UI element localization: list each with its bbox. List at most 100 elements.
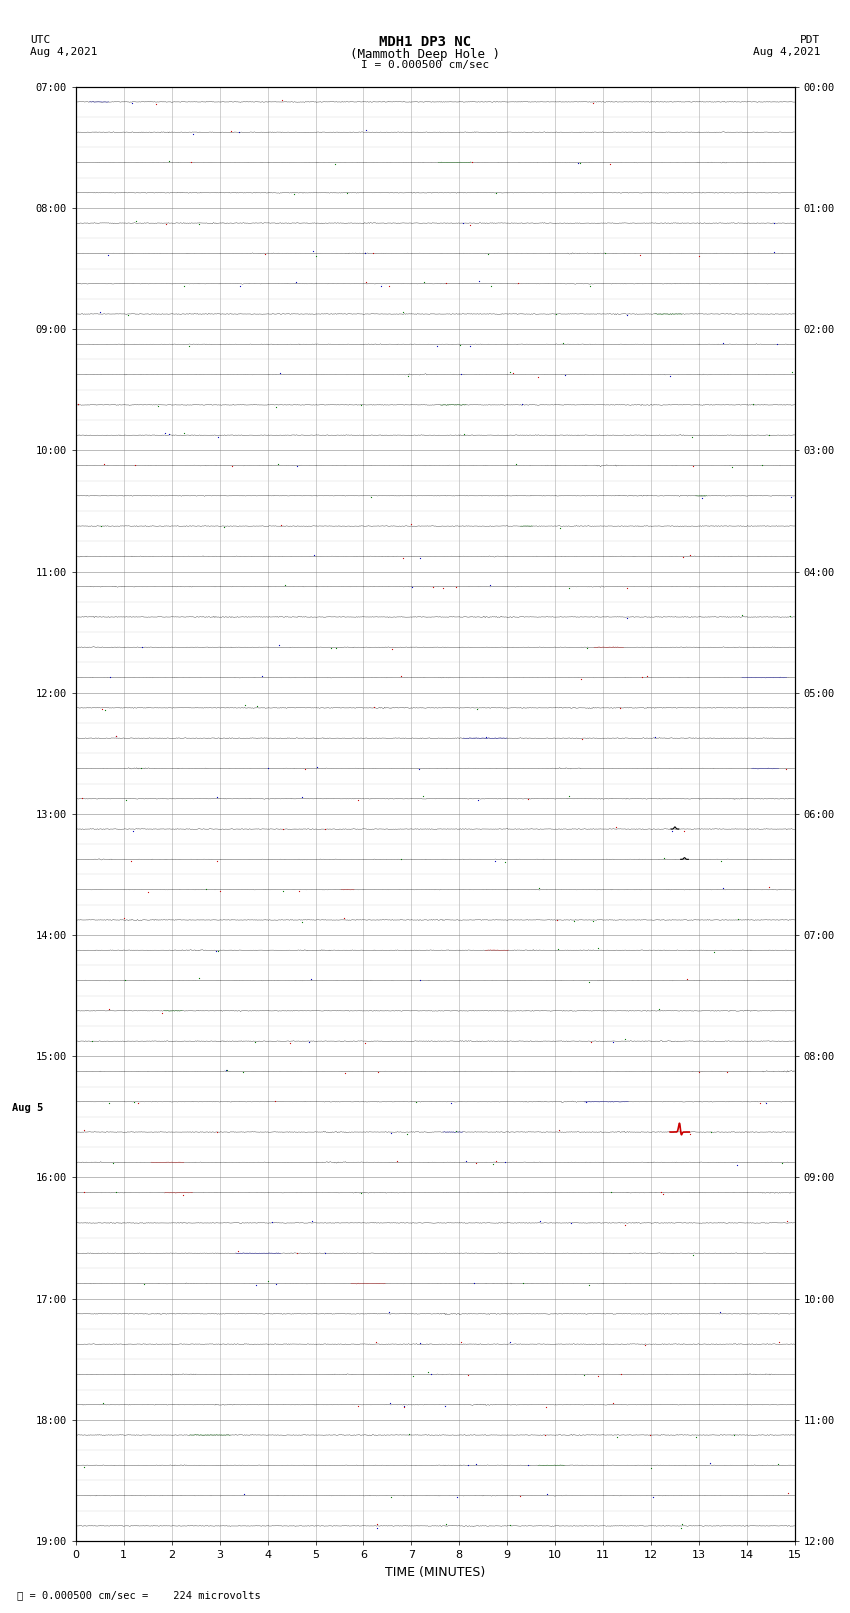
Point bbox=[553, 515, 567, 540]
Point bbox=[665, 818, 678, 844]
Point bbox=[106, 1150, 120, 1176]
Point bbox=[276, 816, 290, 842]
Point bbox=[97, 1390, 110, 1416]
Point bbox=[278, 573, 292, 598]
Point bbox=[275, 511, 288, 537]
Point bbox=[564, 1210, 578, 1236]
Point bbox=[262, 1268, 275, 1294]
Point bbox=[783, 603, 796, 629]
Point bbox=[102, 1090, 116, 1116]
Point bbox=[256, 663, 269, 689]
Point bbox=[707, 939, 721, 965]
Point bbox=[287, 181, 301, 206]
Point bbox=[643, 1423, 657, 1448]
Point bbox=[538, 1423, 552, 1448]
Point bbox=[506, 360, 519, 386]
Point bbox=[455, 1329, 468, 1355]
Point bbox=[504, 1329, 518, 1355]
Point bbox=[762, 423, 776, 448]
Point bbox=[780, 1208, 794, 1234]
Point bbox=[656, 1181, 670, 1207]
Text: Aug 5: Aug 5 bbox=[12, 1103, 43, 1113]
Point bbox=[149, 92, 162, 118]
Point bbox=[685, 424, 699, 450]
Point bbox=[713, 1300, 727, 1326]
Point bbox=[400, 1121, 413, 1147]
Point bbox=[613, 695, 626, 721]
Point bbox=[382, 273, 396, 298]
Point bbox=[551, 908, 564, 934]
Point bbox=[371, 1060, 385, 1086]
Point bbox=[394, 663, 407, 689]
Point bbox=[439, 1394, 452, 1419]
Point bbox=[577, 1361, 591, 1387]
Point bbox=[268, 1089, 281, 1115]
Point bbox=[541, 1481, 554, 1507]
Point bbox=[307, 542, 320, 568]
Point bbox=[703, 1450, 717, 1476]
Point bbox=[551, 937, 564, 963]
Point bbox=[137, 1271, 150, 1297]
Point bbox=[212, 939, 225, 965]
Point bbox=[360, 118, 373, 144]
Point bbox=[360, 269, 373, 295]
Point bbox=[128, 1089, 141, 1115]
Point bbox=[184, 148, 198, 174]
Point bbox=[292, 879, 306, 905]
Point bbox=[567, 908, 581, 934]
Point bbox=[746, 390, 760, 416]
Point bbox=[276, 877, 290, 903]
Point bbox=[539, 1394, 552, 1419]
Point bbox=[284, 1031, 298, 1057]
Point bbox=[93, 298, 106, 324]
Point bbox=[607, 1029, 620, 1055]
Point bbox=[77, 1179, 91, 1205]
Point bbox=[95, 695, 109, 721]
Text: UTC: UTC bbox=[30, 35, 50, 45]
Point bbox=[663, 363, 677, 389]
Point bbox=[779, 756, 793, 782]
Point bbox=[469, 1150, 483, 1176]
Point bbox=[110, 723, 123, 748]
Point bbox=[649, 724, 662, 750]
Point bbox=[618, 1026, 632, 1052]
Point bbox=[426, 574, 439, 600]
Point bbox=[251, 694, 264, 719]
Point bbox=[101, 242, 115, 268]
Point bbox=[633, 242, 647, 268]
Point bbox=[402, 1421, 416, 1447]
Point bbox=[571, 150, 585, 176]
Point bbox=[586, 908, 599, 934]
Point bbox=[330, 634, 343, 660]
Point bbox=[298, 755, 312, 781]
Point bbox=[604, 152, 617, 177]
Point bbox=[135, 634, 149, 660]
Point bbox=[606, 1390, 620, 1416]
Point bbox=[439, 1511, 452, 1537]
Point bbox=[220, 1058, 234, 1084]
Point bbox=[652, 995, 666, 1021]
Point bbox=[224, 118, 238, 144]
Point bbox=[692, 244, 706, 269]
Point bbox=[422, 1360, 435, 1386]
Point bbox=[258, 240, 272, 266]
Point bbox=[785, 360, 798, 386]
Point bbox=[453, 332, 467, 358]
Point bbox=[324, 636, 337, 661]
Point bbox=[704, 1119, 717, 1145]
Point bbox=[759, 1090, 773, 1116]
Point bbox=[296, 784, 309, 810]
Point bbox=[640, 663, 654, 689]
Point bbox=[424, 1361, 438, 1387]
Point bbox=[359, 1029, 372, 1055]
Point bbox=[681, 966, 694, 992]
Point bbox=[151, 394, 165, 419]
Point bbox=[768, 239, 781, 265]
Point bbox=[160, 211, 173, 237]
Point bbox=[367, 694, 381, 719]
Point bbox=[337, 905, 351, 931]
Point bbox=[638, 1332, 651, 1358]
Point bbox=[238, 692, 252, 718]
Point bbox=[269, 394, 282, 419]
Point bbox=[370, 1511, 383, 1537]
